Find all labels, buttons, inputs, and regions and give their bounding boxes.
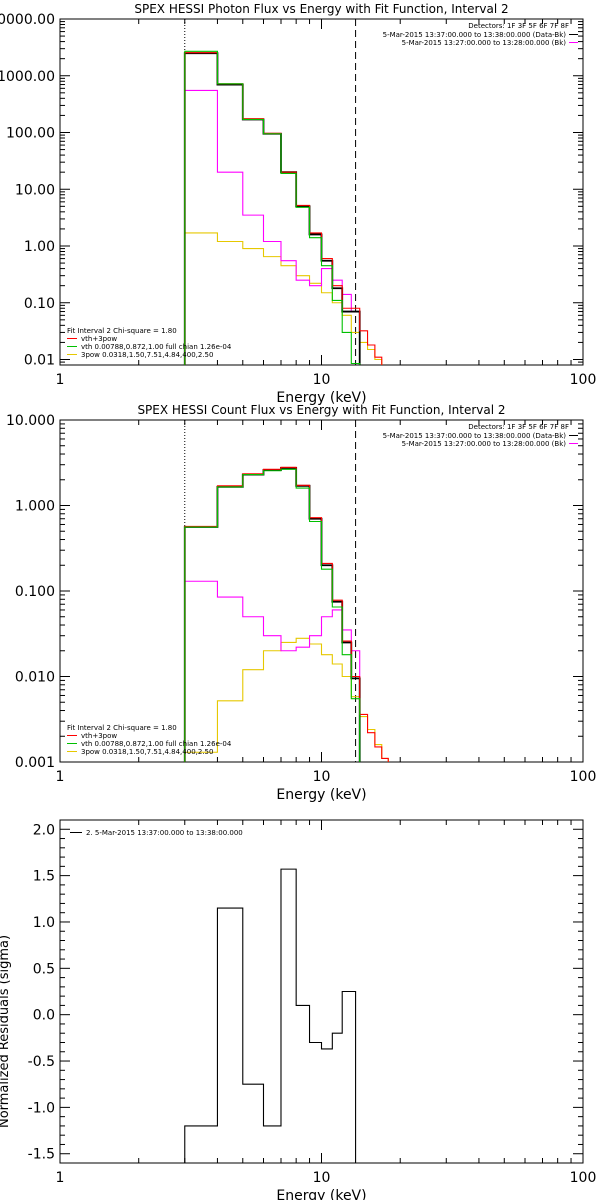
series-vth xyxy=(184,50,361,365)
legend-entry-label: vth 0.00788,0.872,1.00 full chian 1.26e-… xyxy=(81,343,232,351)
plot-frame xyxy=(59,18,584,366)
legend-header: Fit Interval 2 Chi-square = 1.80 xyxy=(67,724,177,732)
legend-top-right: Detectors: 1F 3F 5F 6F 7F 8F5-Mar-2015 1… xyxy=(383,423,578,448)
legend-entry-label: 3pow 0.0318,1.50,7.51,4.84,400,2.50 xyxy=(81,351,213,359)
legend-entry-label: 5-Mar-2015 13:37:00.000 to 13:38:00.000 … xyxy=(383,31,567,39)
y-tick-label: 1.0 xyxy=(33,915,55,931)
y-tick-label: 1000.00 xyxy=(0,69,55,85)
y-axis-label: Normalized Residuals (sigma) xyxy=(0,935,12,1128)
x-tick-label: 1 xyxy=(56,372,65,388)
chart-title: SPEX HESSI Photon Flux vs Energy with Fi… xyxy=(134,2,508,16)
series-5-mar-2015-13-37-00-000-to-13-38-00-000-data-bk xyxy=(183,467,361,762)
legend-entry-label: 2. 5-Mar-2015 13:37:00.000 to 13:38:00.0… xyxy=(86,829,243,837)
y-tick-label: 0.001 xyxy=(15,755,55,771)
series-3pow xyxy=(184,637,389,762)
chart-2: SPEX HESSI Count Flux vs Energy with Fit… xyxy=(6,403,596,803)
legend-header: Detectors: 1F 3F 5F 6F 7F 8F xyxy=(468,22,569,30)
y-tick-label: 1.5 xyxy=(33,869,55,885)
x-axis-label: Energy (keV) xyxy=(276,787,366,803)
legend-entry-label: 5-Mar-2015 13:27:00.000 to 13:28:00.000 … xyxy=(402,440,567,448)
series-group xyxy=(184,868,357,1163)
y-tick-label: 0.5 xyxy=(33,961,55,977)
series-vth xyxy=(184,468,361,762)
y-tick-label: 0.0 xyxy=(33,1008,55,1024)
y-tick-label: 0.01 xyxy=(24,353,55,369)
y-tick-label: 10.00 xyxy=(15,182,55,198)
series-vth-3pow xyxy=(184,466,389,762)
chart-3: 1 10 100 Energy (keV) -1.5 -1.0 -0.5 0.0 0.5 1.0 1… xyxy=(0,819,597,1200)
y-tick-label: 10.000 xyxy=(6,413,55,429)
x-tick-label: 1 xyxy=(56,769,65,785)
series-vth-3pow xyxy=(184,52,383,365)
y-tick-label: 0.100 xyxy=(15,584,55,600)
plot-frame xyxy=(59,819,584,1164)
y-tick-label: 10000.00 xyxy=(0,12,55,28)
x-tick-label: 100 xyxy=(570,1170,597,1186)
x-tick-label: 100 xyxy=(570,769,597,785)
chart-title: SPEX HESSI Count Flux vs Energy with Fit… xyxy=(137,403,505,417)
chart-1: SPEX HESSI Photon Flux vs Energy with Fi… xyxy=(0,2,596,406)
legend-bottom-left: Fit Interval 2 Chi-square = 1.80vth+3pow… xyxy=(67,724,232,756)
x-tick-label: 1 xyxy=(56,1170,65,1186)
legend-entry-label: 5-Mar-2015 13:27:00.000 to 13:28:00.000 … xyxy=(402,39,567,47)
legend-entry-label: 3pow 0.0318,1.50,7.51,4.84,400,2.50 xyxy=(81,748,213,756)
x-tick-label: 10 xyxy=(313,372,331,388)
x-axis-label: Energy (keV) xyxy=(276,390,366,406)
legend-top-left: 2. 5-Mar-2015 13:37:00.000 to 13:38:00.0… xyxy=(70,829,243,837)
y-tick-label: -1.5 xyxy=(28,1147,55,1163)
legend-header: Fit Interval 2 Chi-square = 1.80 xyxy=(67,327,177,335)
legend-entry-label: vth+3pow xyxy=(81,732,117,740)
y-tick-label: 2.0 xyxy=(33,822,55,838)
y-tick-label: -1.0 xyxy=(28,1100,55,1116)
legend-entry-label: vth+3pow xyxy=(81,335,117,343)
legend-entry-label: 5-Mar-2015 13:37:00.000 to 13:38:00.000 … xyxy=(383,432,567,440)
y-tick-label: 0.10 xyxy=(24,296,55,312)
series-2-5-mar-2015-13-37-00-000-to-13-38-00-000 xyxy=(184,868,357,1163)
x-tick-label: 100 xyxy=(570,372,597,388)
legend-header: Detectors: 1F 3F 5F 6F 7F 8F xyxy=(468,423,569,431)
y-tick-label: 1.00 xyxy=(24,239,55,255)
y-tick-label: -0.5 xyxy=(28,1054,55,1070)
legend-bottom-left: Fit Interval 2 Chi-square = 1.80vth+3pow… xyxy=(67,327,232,359)
series-group xyxy=(183,50,383,365)
legend-top-right: Detectors: 1F 3F 5F 6F 7F 8F5-Mar-2015 1… xyxy=(383,22,578,47)
y-tick-label: 1.000 xyxy=(15,499,55,515)
y-tick-label: 100.00 xyxy=(6,126,55,142)
y-tick-label: 0.010 xyxy=(15,670,55,686)
legend-entry-label: vth 0.00788,0.872,1.00 full chian 1.26e-… xyxy=(81,740,232,748)
series-group xyxy=(183,466,389,762)
x-tick-label: 10 xyxy=(313,1170,331,1186)
plot-frame xyxy=(59,419,584,763)
series-5-mar-2015-13-37-00-000-to-13-38-00-000-data-bk xyxy=(183,52,361,365)
series-5-mar-2015-13-27-00-000-to-13-28-00-000-bk xyxy=(184,89,361,365)
x-tick-label: 10 xyxy=(313,769,331,785)
x-axis-label: Energy (keV) xyxy=(276,1188,366,1200)
series-5-mar-2015-13-27-00-000-to-13-28-00-000-bk xyxy=(184,580,361,762)
series-3pow xyxy=(184,232,383,365)
